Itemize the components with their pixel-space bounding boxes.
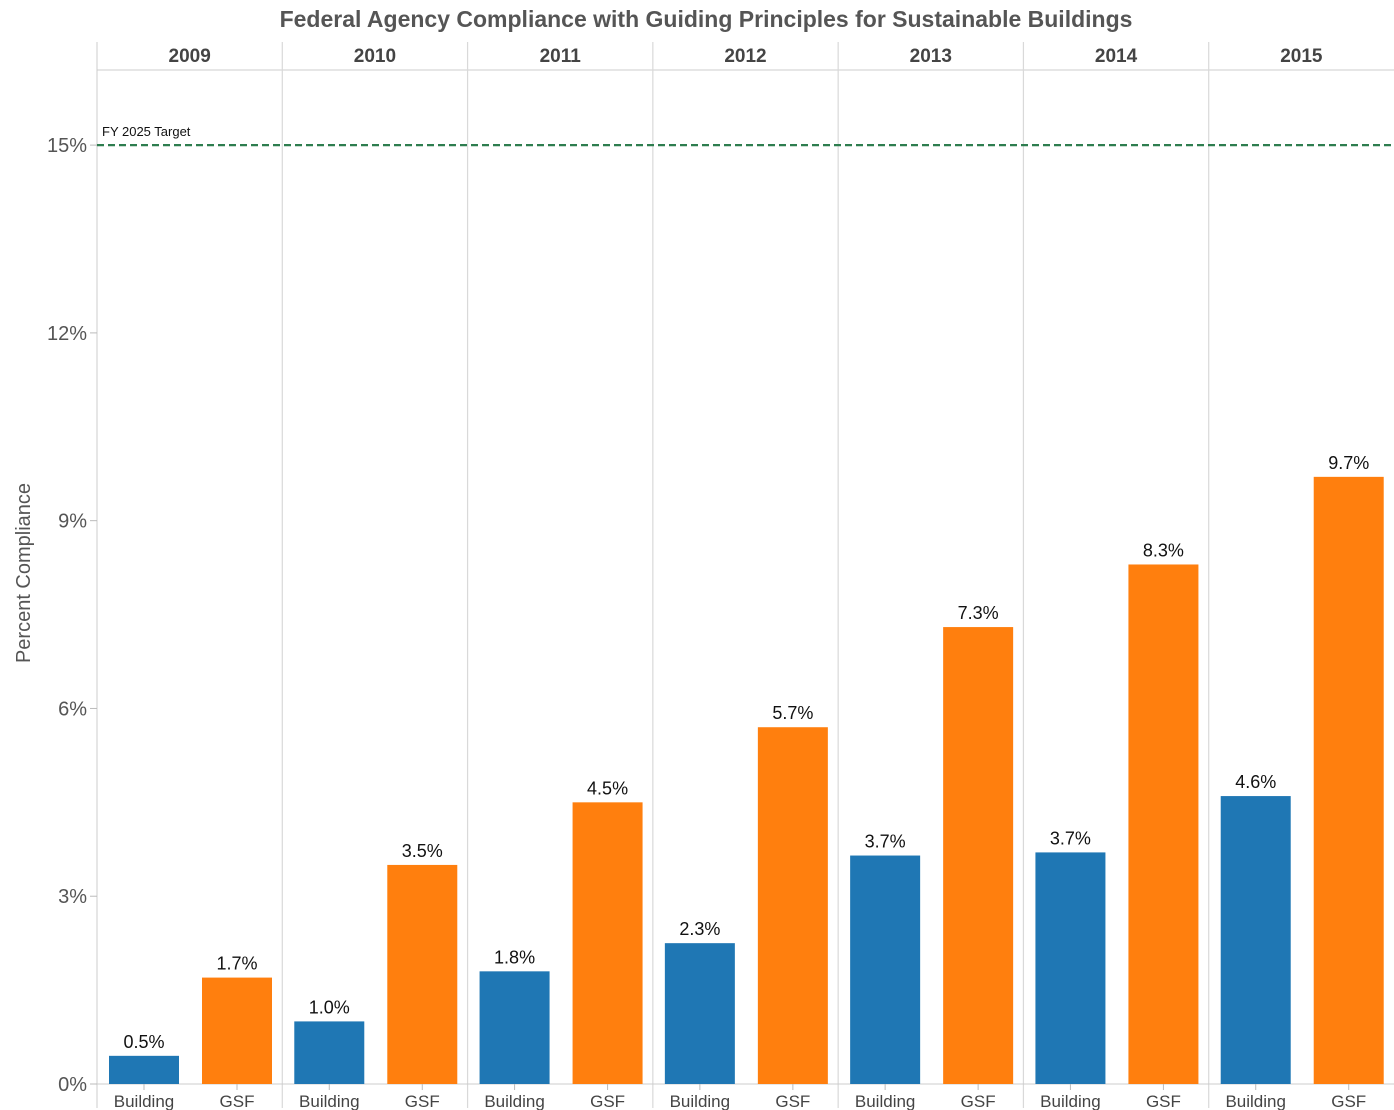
bar-value-label: 1.0% [309,997,350,1017]
chart-title: Federal Agency Compliance with Guiding P… [280,6,1133,32]
bar-gsf [1128,564,1199,1084]
bar-value-label: 3.7% [1050,828,1091,848]
bar-value-label: 3.5% [402,841,443,861]
bar-value-label: 1.7% [216,954,257,974]
bar-gsf [757,727,828,1084]
x-category-label: GSF [405,1092,440,1110]
facet-year-label: 2011 [540,46,582,67]
x-category-label: GSF [1331,1092,1366,1110]
bar-gsf [943,627,1014,1084]
facet-year-label: 2012 [724,46,766,67]
bar-building [479,971,550,1084]
bar-value-label: 1.8% [494,947,535,967]
facet-year-label: 2010 [354,46,396,67]
bar-value-label: 4.5% [587,778,628,798]
facet-year-label: 2013 [910,46,952,67]
y-tick-label: 0% [58,1074,87,1096]
y-axis: 0% 3% 6% 9% 12% 15% [47,135,97,1096]
target-line-label: FY 2025 Target [102,124,191,139]
bar-value-label: 7.3% [958,603,999,623]
bar-building [850,855,921,1084]
y-tick-label: 12% [47,323,87,345]
x-category-label: Building [114,1092,175,1110]
y-tick-label: 9% [58,511,87,533]
facet-year-label: 2014 [1095,46,1138,67]
y-axis-title: Percent Compliance [13,483,35,663]
bar-building [664,943,735,1084]
bar-value-label: 4.6% [1235,772,1276,792]
x-category-label: GSF [220,1092,255,1110]
facet-year-label: 2015 [1280,46,1323,67]
year-facets: 2009 Building GSF 2010 Building GSF 2011 Buildi… [114,46,1366,1110]
bar-building [294,1021,365,1084]
bar-building [1220,796,1291,1084]
bar-value-label: 5.7% [772,703,813,723]
x-category-label: Building [1225,1092,1286,1110]
bar-gsf [202,977,272,1084]
bar-value-label: 2.3% [679,919,720,939]
x-category-label: GSF [961,1092,996,1110]
x-category-label: Building [299,1092,360,1110]
bar-value-label: 8.3% [1143,540,1184,560]
y-tick-label: 15% [47,135,87,157]
x-category-label: GSF [590,1092,625,1110]
x-category-label: GSF [1146,1092,1181,1110]
bar-building [109,1055,179,1084]
x-category-label: Building [670,1092,731,1110]
x-category-label: Building [484,1092,545,1110]
chart-frame [96,42,1394,1108]
y-tick-label: 3% [58,886,87,908]
facet-year-label: 2009 [169,46,211,67]
bar-value-label: 0.5% [123,1032,164,1052]
x-category-label: Building [855,1092,916,1110]
x-category-label: GSF [775,1092,810,1110]
bar-value-label: 3.7% [865,832,906,852]
bars: 0.5% 1.0% 1.8% 2.3% 3.7% 3.7% 4.6% 1.7% 3.5% 4.5%… [109,453,1384,1085]
bar-gsf [1313,476,1384,1085]
y-tick-label: 6% [58,698,87,720]
x-category-label: Building [1040,1092,1101,1110]
bar-gsf [572,802,643,1084]
bar-value-label: 9.7% [1328,453,1369,473]
bar-building [1035,852,1106,1084]
bar-gsf [387,864,458,1084]
target-line-group: FY 2025 Target [97,124,1394,147]
